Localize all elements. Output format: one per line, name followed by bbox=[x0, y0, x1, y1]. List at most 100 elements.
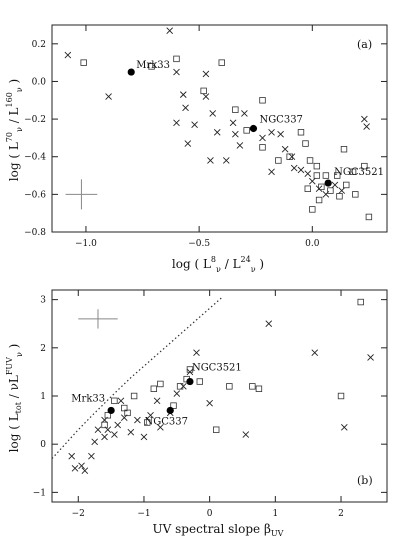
panel-a-square-point bbox=[297, 129, 305, 136]
panel-a-cross-point bbox=[277, 130, 284, 138]
panel-a-square-point bbox=[148, 63, 155, 70]
panel-a-ytick-label: −0.4 bbox=[24, 153, 46, 163]
panel-b-cross-point bbox=[114, 421, 122, 429]
panel-a-square-point bbox=[315, 196, 323, 204]
panel-b-cross-point bbox=[78, 462, 85, 470]
panel-a-frame bbox=[51, 24, 388, 233]
panel-a-annotation: NGC337 bbox=[259, 115, 302, 126]
panel-b-cross-point bbox=[153, 397, 161, 405]
panel-a-square-point bbox=[259, 144, 266, 151]
panel-a-cross-point bbox=[338, 187, 346, 194]
panel-b-xtick-label: 2 bbox=[338, 509, 344, 519]
panel-b-square-point bbox=[255, 385, 263, 392]
panel-a-square-point bbox=[200, 87, 207, 95]
panel-a-cross-point bbox=[179, 91, 187, 98]
panel-a-cross-point bbox=[232, 130, 239, 138]
panel-a-square-point bbox=[259, 97, 266, 104]
panel-b-dotted-curve bbox=[51, 296, 224, 460]
panel-b-cross-point bbox=[367, 354, 374, 361]
panel-b-square-point bbox=[357, 298, 364, 306]
panel-b-square-point bbox=[249, 383, 256, 390]
panel-b-square-point bbox=[176, 383, 184, 390]
panel-a-cross-point bbox=[331, 181, 339, 189]
panel-b-cross-point bbox=[242, 431, 250, 438]
panel-b-cross-point bbox=[117, 397, 125, 405]
panel-a-ytick-label: 0.0 bbox=[32, 77, 47, 87]
panel-a-ytick-label: −0.2 bbox=[24, 115, 46, 125]
panel-b-square-point bbox=[186, 366, 194, 373]
panel-a-cross-point bbox=[268, 128, 275, 136]
panel-a-cross-point bbox=[304, 170, 312, 177]
panel-a-filled-point bbox=[324, 179, 332, 187]
panel-b-square-point bbox=[196, 378, 203, 385]
panel-b-annotation: NGC3521 bbox=[192, 363, 242, 374]
panel-b-cross-point bbox=[111, 431, 118, 438]
panel-b-cross-point bbox=[193, 349, 200, 356]
panel-a-square-point bbox=[343, 181, 350, 189]
panel-a-cross-point bbox=[363, 123, 370, 130]
panel-a-square-point bbox=[322, 172, 330, 179]
panel-a-square-point bbox=[365, 213, 373, 221]
panel-a-square-point bbox=[334, 172, 341, 179]
panel-b-cross-point bbox=[127, 428, 135, 436]
panel-a-cross-point bbox=[184, 140, 192, 147]
panel-b-xlabel: UV spectral slope βUV bbox=[153, 522, 284, 538]
panel-b-ytick-label: 0 bbox=[40, 440, 46, 450]
panel-a-cross-point bbox=[297, 166, 305, 174]
panel-a-cross-point bbox=[166, 27, 174, 34]
panel-b-cross-point bbox=[101, 433, 108, 441]
panel-a-square-point bbox=[306, 157, 314, 164]
panel-a: −1.0 −0.5 0.0 0.2 0.0 −0.2 −0.4 −0.6 −0.8 Mrk33 N… bbox=[5, 24, 388, 274]
panel-a-cross-point bbox=[182, 104, 189, 112]
panel-a-cross-point bbox=[202, 93, 210, 100]
panel-a-square-point bbox=[318, 183, 325, 191]
panel-b-cross-point bbox=[68, 452, 76, 460]
panel-b-cross-point bbox=[311, 349, 319, 356]
panel-a-square-point bbox=[361, 162, 368, 170]
panel-a-cross-point bbox=[202, 70, 210, 78]
panel-a-cross-point bbox=[236, 142, 244, 149]
panel-a-cross-point bbox=[241, 110, 248, 117]
panel-b-ticks: −2 −1 0 1 2 3 2 1 0 −1 bbox=[33, 290, 387, 519]
panel-b-xtick-label: 1 bbox=[272, 509, 278, 519]
panel-a-square-point bbox=[352, 191, 359, 198]
panel-b-ytick-label: 2 bbox=[40, 344, 46, 354]
panel-a-filled-point bbox=[249, 124, 258, 133]
panel-a-square-point bbox=[232, 106, 239, 113]
panel-a-cross-point bbox=[315, 185, 323, 193]
panel-b-cross-point bbox=[71, 464, 79, 472]
panel-a-cross-point bbox=[213, 128, 221, 136]
panel-a-cross-point bbox=[288, 153, 296, 161]
panel-b-annotation: Mrk33 bbox=[71, 393, 105, 404]
panel-a-square-point bbox=[327, 187, 334, 194]
panel-a-annotation: NGC3521 bbox=[334, 167, 384, 178]
panel-b-square-point bbox=[104, 412, 112, 419]
panel-b-cross-point bbox=[88, 452, 95, 460]
panel-a-ticks: −1.0 −0.5 0.0 0.2 0.0 −0.2 −0.4 −0.6 −0.8 bbox=[24, 25, 387, 249]
panel-a-square-point bbox=[313, 162, 321, 170]
panel-a-tag: (a) bbox=[357, 38, 372, 51]
panel-b-marks: Mrk33 NGC337 NGC3521 bbox=[51, 296, 374, 475]
panel-b-square-point bbox=[150, 385, 158, 392]
panel-b-cross-point bbox=[340, 423, 348, 431]
panel-a-square-point bbox=[302, 140, 309, 147]
panel-a-xtick-label: 0.0 bbox=[305, 239, 320, 249]
panel-a-cross-point bbox=[229, 119, 237, 127]
panel-a-square-point bbox=[80, 59, 87, 66]
panel-b-square-point bbox=[226, 383, 233, 390]
panel-a-annotation: Mrk33 bbox=[136, 60, 170, 71]
panel-a-square-point bbox=[340, 145, 348, 153]
panel-b-xtick-label: −1 bbox=[137, 509, 150, 519]
panel-a-ytick-label: −0.6 bbox=[24, 190, 46, 200]
panel-b-square-point bbox=[337, 392, 345, 400]
panel-b: −2 −1 0 1 2 3 2 1 0 −1 Mrk33 NGC337 NGC3521 (b) UV … bbox=[5, 289, 388, 538]
panel-a-square-point bbox=[304, 185, 311, 192]
panel-a-cross-point bbox=[259, 134, 266, 142]
panel-a-cross-point bbox=[268, 168, 275, 176]
panel-b-ytick-label: 1 bbox=[40, 392, 46, 402]
panel-a-ytick-label: −0.8 bbox=[24, 228, 46, 238]
panel-a-xtick-label: −0.5 bbox=[188, 239, 210, 249]
panel-b-filled-point bbox=[186, 377, 194, 386]
panel-b-cross-point bbox=[206, 399, 213, 407]
